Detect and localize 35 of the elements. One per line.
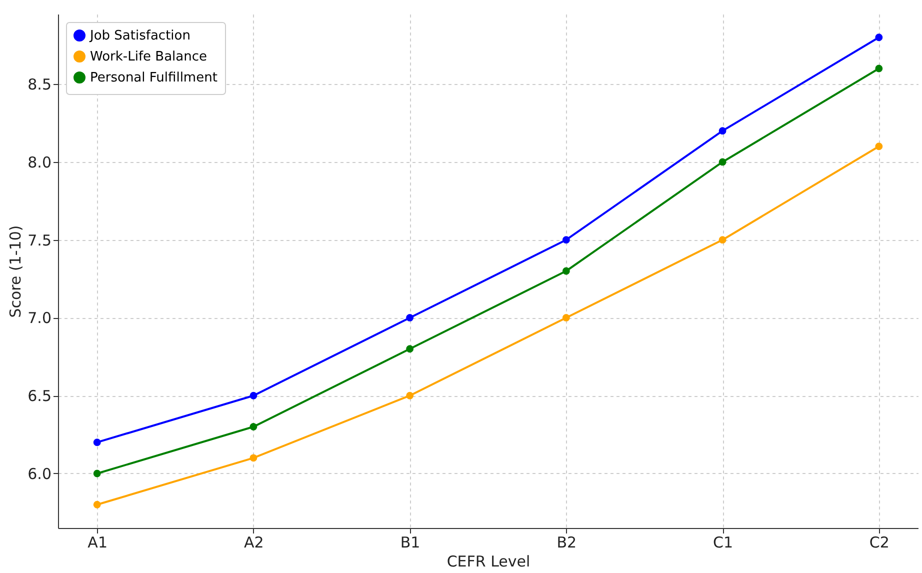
point (93, 500, 101, 508)
x-tick-label: C2 (869, 534, 890, 552)
point (562, 314, 570, 322)
x-tick-label: A1 (88, 534, 108, 552)
point (718, 236, 726, 244)
point (250, 392, 258, 400)
x-axis-title: CEFR Level (446, 552, 530, 570)
point (562, 236, 570, 244)
y-tick-label: 7.5 (28, 231, 52, 250)
point (875, 142, 883, 150)
point (718, 158, 726, 166)
legend-label: Personal Fulfillment (90, 70, 218, 86)
y-tick-label: 6.5 (28, 387, 52, 406)
point (406, 314, 414, 322)
point (718, 127, 726, 135)
y-tick-label: 7.0 (28, 309, 52, 328)
legend-label: Job Satisfaction (89, 28, 190, 44)
y-tick-label: 6.0 (28, 464, 52, 483)
point (93, 470, 101, 478)
point (875, 34, 883, 42)
legend-label: Work-Life Balance (90, 50, 208, 64)
y-tick-label: 8.5 (28, 76, 52, 94)
point (406, 345, 414, 353)
point (406, 392, 414, 400)
y-axis-title: Score (1-10) (6, 225, 25, 318)
point (250, 454, 258, 462)
point (250, 423, 258, 430)
point (93, 438, 101, 446)
point (875, 64, 883, 72)
point (562, 267, 570, 275)
y-tick-label: 8.0 (28, 153, 52, 172)
x-tick-label: C1 (713, 534, 734, 552)
x-tick-label: B1 (400, 534, 420, 552)
x-tick-label: A2 (244, 534, 264, 552)
x-tick-label: B2 (556, 534, 577, 552)
